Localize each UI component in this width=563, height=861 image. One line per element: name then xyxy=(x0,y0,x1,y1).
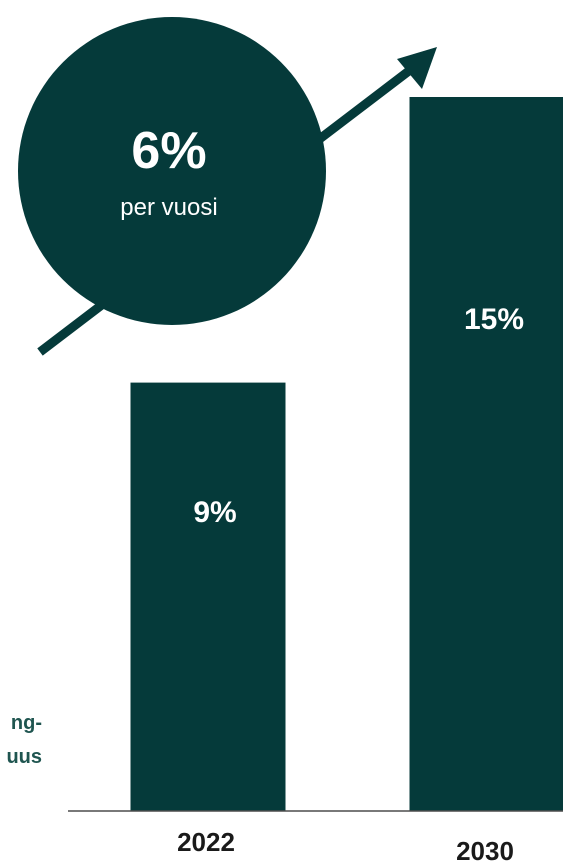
side-label-line-1: ng- xyxy=(11,712,42,734)
data-label-2022: 9% xyxy=(193,496,236,529)
bars-group xyxy=(130,97,563,811)
data-label-2030: 15% xyxy=(464,303,524,336)
side-label-line-2: uus xyxy=(6,746,42,768)
data-labels-group: 9% 15% xyxy=(193,303,524,529)
x-tick-label-2022: 2022 xyxy=(177,827,235,857)
x-tick-labels-group: 2022 2030 xyxy=(177,827,514,861)
side-label: ng- uus xyxy=(6,712,42,768)
x-tick-label-2030: 2030 xyxy=(456,836,514,861)
bar-2030 xyxy=(409,97,563,811)
growth-callout: 6% per vuosi xyxy=(18,17,326,325)
callout-circle xyxy=(18,17,326,325)
callout-caption: per vuosi xyxy=(120,194,217,221)
callout-value: 6% xyxy=(131,122,206,180)
bar-2022 xyxy=(130,382,286,811)
